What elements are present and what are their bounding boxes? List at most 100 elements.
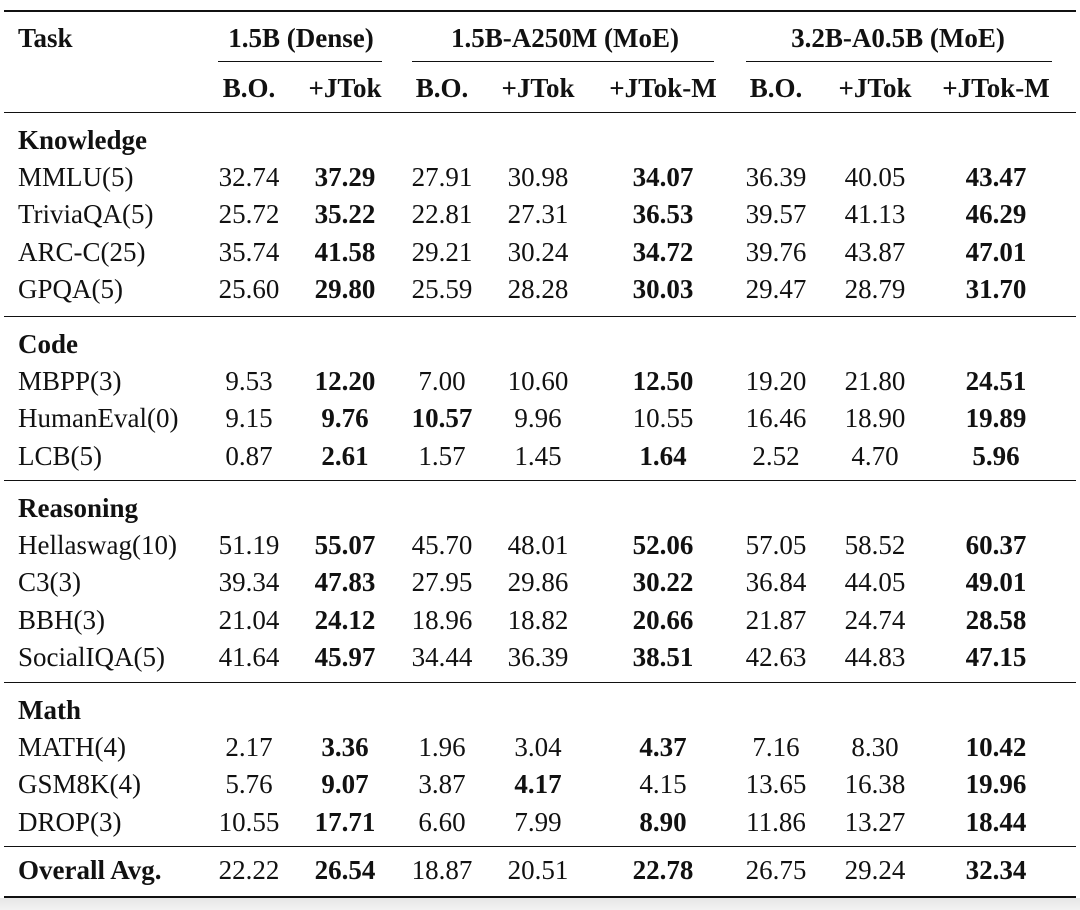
bottom-rule [4,896,1076,898]
table-cell: 19.96 [965,769,1027,800]
table-cell: 20.66 [632,604,694,635]
section-title: Code [18,329,78,359]
table-cell: 9.76 [321,403,369,434]
table-cell: 10.60 [507,366,569,397]
table-cell: 45.70 [411,530,473,561]
table-cell: 1.64 [639,440,687,471]
header-group-3: 3.2B-A0.5B (MoE) [791,23,1005,53]
table-cell: 7.16 [752,732,800,763]
table-cell: 37.29 [314,162,376,193]
overall-cell: 20.51 [507,855,569,885]
table-cell: 4.15 [639,769,687,800]
table-cell: 29.80 [314,273,376,304]
table-cell: 1.57 [418,440,466,471]
section-rule [4,682,1076,683]
table-cell: 49.01 [965,567,1027,598]
table-row-task: Hellaswag(10) [18,530,177,561]
header-subcol: B.O. [415,73,469,103]
table-row-task: MATH(4) [18,732,126,763]
table-cell: 11.86 [746,806,806,837]
group-underline-3 [746,61,1052,62]
table-cell: 35.22 [314,199,376,230]
table-cell: 36.53 [632,199,694,230]
table-cell: 28.28 [507,273,569,304]
header-group-2: 1.5B-A250M (MoE) [451,23,679,53]
table-row-task: ARC-C(25) [18,236,146,267]
table-cell: 5.76 [225,769,273,800]
table-cell: 24.12 [314,604,376,635]
table-cell: 17.71 [314,806,376,837]
section-title: Math [18,695,81,725]
table-cell: 18.44 [965,806,1027,837]
table-cell: 44.05 [844,567,906,598]
table-cell: 1.45 [514,440,562,471]
table-cell: 16.38 [844,769,906,800]
table-cell: 2.52 [752,440,800,471]
table-cell: 30.24 [507,236,569,267]
table-cell: 18.90 [844,403,906,434]
table-cell: 19.89 [965,403,1027,434]
table-cell: 32.74 [218,162,280,193]
table-cell: 31.70 [965,273,1027,304]
table-cell: 35.74 [218,236,280,267]
table-cell: 47.15 [965,641,1027,672]
table-cell: 9.15 [225,403,273,434]
header-subcol: B.O. [222,73,276,103]
table-cell: 7.00 [418,366,466,397]
overall-cell: 26.75 [745,855,807,885]
table-cell: 30.98 [507,162,569,193]
table-cell: 21.04 [218,604,280,635]
header-subcol: +JTok [838,73,912,103]
section-title: Knowledge [18,125,148,155]
table-cell: 4.70 [851,440,899,471]
table-cell: 9.07 [321,769,369,800]
table-cell: 27.91 [411,162,473,193]
overall-cell: 29.24 [844,855,906,885]
table-cell: 24.74 [844,604,906,635]
table-row-task: DROP(3) [18,806,122,837]
table-cell: 60.37 [965,530,1027,561]
table-row-task: TriviaQA(5) [18,199,154,230]
table-cell: 58.52 [844,530,906,561]
table-cell: 13.65 [745,769,807,800]
table-cell: 45.97 [314,641,376,672]
header-subcol: +JTok-M [609,73,717,103]
header-subcol: +JTok [501,73,575,103]
table-cell: 0.87 [225,440,273,471]
table-cell: 29.86 [507,567,569,598]
header-subcol: +JTok-M [942,73,1050,103]
table-cell: 2.17 [225,732,273,763]
table-row-task: MMLU(5) [18,162,134,193]
table-cell: 12.20 [314,366,376,397]
table-row-task: GPQA(5) [18,273,123,304]
table-cell: 21.80 [844,366,906,397]
table-cell: 48.01 [507,530,569,561]
table-row-task: BBH(3) [18,604,105,635]
overall-cell: 18.87 [411,855,473,885]
table-cell: 9.53 [225,366,273,397]
table-cell: 36.39 [745,162,807,193]
table-cell: 36.39 [507,641,569,672]
header-group-1: 1.5B (Dense) [228,23,374,53]
table-cell: 39.57 [745,199,807,230]
table-row-task: SocialIQA(5) [18,641,165,672]
overall-rule [4,846,1076,847]
section-rule [4,316,1076,317]
table-row-task: MBPP(3) [18,366,122,397]
table-cell: 6.60 [418,806,466,837]
table-cell: 10.55 [632,403,694,434]
overall-cell: 32.34 [965,855,1027,885]
header-subcol: B.O. [749,73,803,103]
table-cell: 4.17 [514,769,562,800]
table-cell: 52.06 [632,530,694,561]
table-cell: 41.58 [314,236,376,267]
table-cell: 25.60 [218,273,280,304]
table-cell: 28.79 [844,273,906,304]
table-cell: 28.58 [965,604,1027,635]
table-cell: 5.96 [972,440,1020,471]
table-cell: 34.07 [632,162,694,193]
table-row-task: HumanEval(0) [18,403,179,434]
table-cell: 8.30 [851,732,899,763]
table-cell: 25.72 [218,199,280,230]
overall-cell: 22.78 [632,855,694,885]
